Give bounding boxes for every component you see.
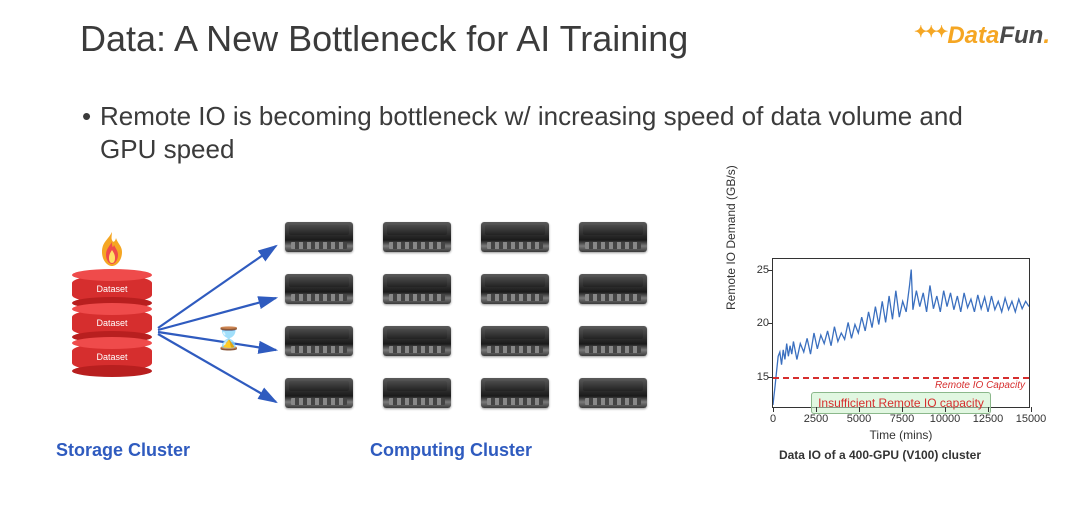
xtick-label: 7500 (890, 413, 914, 425)
io-chart: Remote IO Demand (GB/s) Remote IO Capaci… (720, 250, 1040, 440)
dataset-label: Dataset (72, 352, 152, 362)
diagram: Dataset Dataset Dataset ⌛ Storage Cluste… (0, 210, 1080, 500)
dataset-segment: Dataset (72, 309, 152, 337)
xtick-label: 10000 (930, 413, 961, 425)
dataset-label: Dataset (72, 318, 152, 328)
gpu-icon (285, 326, 353, 356)
ytick-label: 25 (745, 264, 769, 276)
xtick-label: 15000 (1016, 413, 1047, 425)
hourglass-icon: ⌛ (215, 326, 242, 352)
ytick-label: 15 (745, 371, 769, 383)
gpu-icon (285, 274, 353, 304)
logo-part1: Data (947, 22, 999, 49)
storage-cluster-label: Storage Cluster (56, 440, 190, 461)
gpu-icon (481, 274, 549, 304)
xtick-label: 2500 (804, 413, 828, 425)
xtick-label: 12500 (973, 413, 1004, 425)
gpu-icon (383, 222, 451, 252)
storage-cylinder: Dataset Dataset Dataset (72, 275, 152, 377)
logo-part2: Fun (999, 22, 1043, 49)
insufficient-label: Insufficient Remote IO capacity (811, 392, 991, 414)
page-title: Data: A New Bottleneck for AI Training (80, 18, 688, 60)
computing-cluster-label: Computing Cluster (370, 440, 532, 461)
gpu-icon (383, 274, 451, 304)
dataset-label: Dataset (72, 284, 152, 294)
gpu-icon (285, 222, 353, 252)
gpu-icon (579, 222, 647, 252)
gpu-icon (383, 326, 451, 356)
logo-sparkle-icon: ✦✦✦ (914, 22, 945, 42)
logo: ✦✦✦DataFun. (914, 18, 1050, 50)
chart-ylabel: Remote IO Demand (GB/s) (724, 165, 738, 310)
chart-plot-area: Remote IO Capacity Insufficient Remote I… (772, 258, 1030, 408)
gpu-icon (579, 378, 647, 408)
dataset-segment: Dataset (72, 275, 152, 303)
gpu-icon (481, 326, 549, 356)
gpu-icon (579, 326, 647, 356)
gpu-icon (285, 378, 353, 408)
xtick-label: 5000 (847, 413, 871, 425)
chart-caption: Data IO of a 400-GPU (V100) cluster (720, 448, 1040, 462)
gpu-icon (481, 378, 549, 408)
chart-xlabel: Time (mins) (772, 428, 1030, 442)
capacity-line (773, 377, 1029, 379)
gpu-icon (481, 222, 549, 252)
xtick-label: 0 (770, 413, 776, 425)
gpu-icon (383, 378, 451, 408)
dataset-segment: Dataset (72, 343, 152, 371)
gpu-icon (579, 274, 647, 304)
capacity-label: Remote IO Capacity (935, 380, 1025, 391)
gpu-grid (285, 222, 647, 408)
logo-dot: . (1043, 22, 1050, 49)
ytick-label: 20 (745, 317, 769, 329)
bullet-text: Remote IO is becoming bottleneck w/ incr… (100, 100, 1000, 165)
